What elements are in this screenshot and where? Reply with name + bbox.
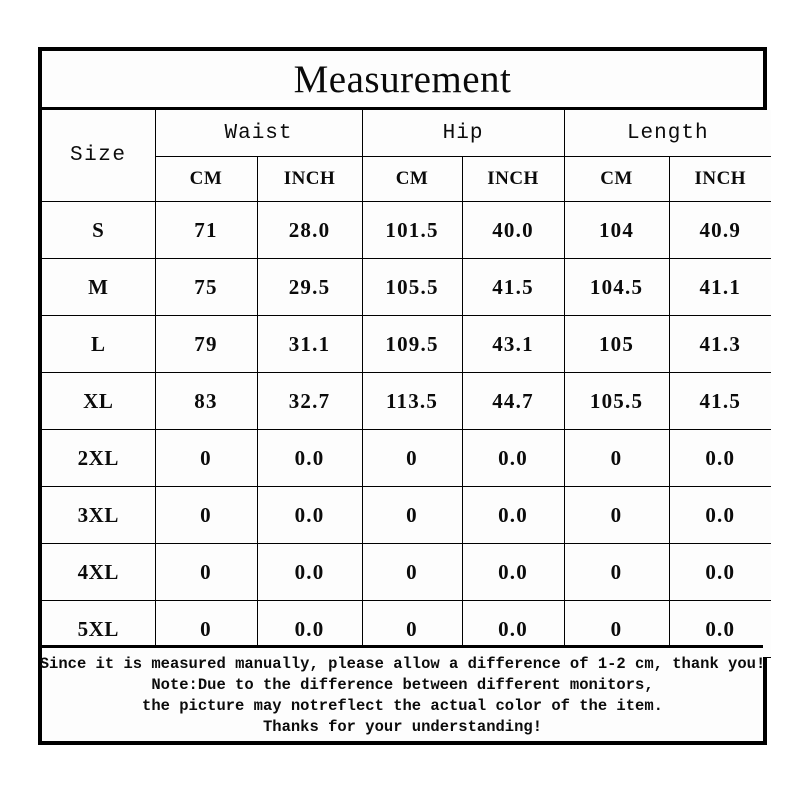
cell-waist-inch: 0.0: [256, 543, 363, 601]
table-row: 2XL 0 0.0 0 0.0 0 0.0: [42, 429, 772, 487]
cell-size: M: [42, 258, 156, 316]
column-header-hip: Hip: [361, 110, 565, 157]
column-header-waist-cm: CM: [155, 156, 258, 202]
cell-size: XL: [42, 372, 156, 430]
note-line-4: Thanks for your understanding!: [262, 717, 543, 736]
cell-length-inch: 0.0: [668, 486, 772, 544]
cell-waist-inch: 28.0: [256, 201, 363, 259]
size-table-wrapper: Size Waist Hip Length CM INCH CM INCH CM…: [42, 110, 772, 658]
cell-length-inch: 41.1: [668, 258, 772, 316]
cell-hip-inch: 0.0: [461, 486, 565, 544]
page-title: Measurement: [293, 57, 512, 101]
table-row: L 79 31.1 109.5 43.1 105 41.3: [42, 315, 772, 373]
cell-hip-cm: 0: [361, 486, 463, 544]
table-row: 4XL 0 0.0 0 0.0 0 0.0: [42, 543, 772, 601]
size-table: Size Waist Hip Length CM INCH CM INCH CM…: [42, 110, 772, 658]
column-header-hip-inch: INCH: [461, 156, 565, 202]
cell-hip-inch: 41.5: [461, 258, 565, 316]
cell-length-inch: 40.9: [668, 201, 772, 259]
cell-waist-cm: 0: [154, 543, 258, 601]
cell-waist-inch: 0.0: [256, 486, 363, 544]
cell-size: 4XL: [42, 543, 156, 601]
cell-length-inch: 0.0: [668, 429, 772, 487]
header-group-row: Size Waist Hip Length: [42, 110, 772, 202]
cell-hip-cm: 101.5: [361, 201, 463, 259]
header-unit-row: CM INCH CM INCH CM INCH: [42, 156, 772, 202]
note-line-1: Since it is measured manually, please al…: [39, 654, 766, 673]
cell-hip-cm: 0: [361, 429, 463, 487]
chart-title-row: Measurement: [42, 51, 763, 110]
cell-waist-cm: 79: [154, 315, 258, 373]
table-row: M 75 29.5 105.5 41.5 104.5 41.1: [42, 258, 772, 316]
column-header-length: Length: [563, 110, 772, 157]
cell-hip-inch: 0.0: [461, 429, 565, 487]
cell-length-cm: 105: [563, 315, 670, 373]
column-header-length-cm: CM: [563, 156, 670, 202]
cell-hip-inch: 44.7: [461, 372, 565, 430]
cell-waist-inch: 31.1: [256, 315, 363, 373]
cell-length-inch: 41.3: [668, 315, 772, 373]
cell-hip-cm: 113.5: [361, 372, 463, 430]
table-row: XL 83 32.7 113.5 44.7 105.5 41.5: [42, 372, 772, 430]
column-header-waist: Waist: [154, 110, 363, 157]
cell-hip-cm: 105.5: [361, 258, 463, 316]
table-row: S 71 28.0 101.5 40.0 104 40.9: [42, 201, 772, 259]
cell-waist-inch: 29.5: [256, 258, 363, 316]
cell-length-cm: 0: [563, 429, 670, 487]
cell-waist-cm: 83: [154, 372, 258, 430]
note-line-3: the picture may notreflect the actual co…: [142, 696, 663, 715]
cell-length-cm: 105.5: [563, 372, 670, 430]
cell-size: S: [42, 201, 156, 259]
cell-length-cm: 104: [563, 201, 670, 259]
column-header-hip-cm: CM: [361, 156, 463, 202]
note-line-2: Note:Due to the difference between diffe…: [151, 675, 654, 694]
cell-waist-cm: 0: [154, 429, 258, 487]
cell-waist-cm: 71: [154, 201, 258, 259]
column-header-size: Size: [42, 110, 156, 202]
size-table-head: Size Waist Hip Length CM INCH CM INCH CM…: [42, 110, 772, 202]
cell-size: L: [42, 315, 156, 373]
disclaimer-note: Since it is measured manually, please al…: [39, 645, 766, 741]
cell-length-cm: 0: [563, 543, 670, 601]
column-header-waist-inch: INCH: [256, 156, 363, 202]
cell-length-inch: 41.5: [668, 372, 772, 430]
size-table-body: S 71 28.0 101.5 40.0 104 40.9 M 75 29.5 …: [42, 201, 772, 658]
cell-hip-inch: 40.0: [461, 201, 565, 259]
measurement-size-chart: Measurement Size Waist Hip Length: [38, 47, 772, 745]
cell-hip-cm: 109.5: [361, 315, 463, 373]
cell-waist-inch: 0.0: [256, 429, 363, 487]
cell-hip-inch: 43.1: [461, 315, 565, 373]
cell-hip-inch: 0.0: [461, 543, 565, 601]
cell-waist-inch: 32.7: [256, 372, 363, 430]
cell-size: 2XL: [42, 429, 156, 487]
cell-length-cm: 104.5: [563, 258, 670, 316]
cell-length-cm: 0: [563, 486, 670, 544]
cell-hip-cm: 0: [361, 543, 463, 601]
table-row: 3XL 0 0.0 0 0.0 0 0.0: [42, 486, 772, 544]
column-header-length-inch: INCH: [668, 156, 772, 202]
cell-waist-cm: 75: [154, 258, 258, 316]
cell-length-inch: 0.0: [668, 543, 772, 601]
cell-waist-cm: 0: [154, 486, 258, 544]
cell-size: 3XL: [42, 486, 156, 544]
